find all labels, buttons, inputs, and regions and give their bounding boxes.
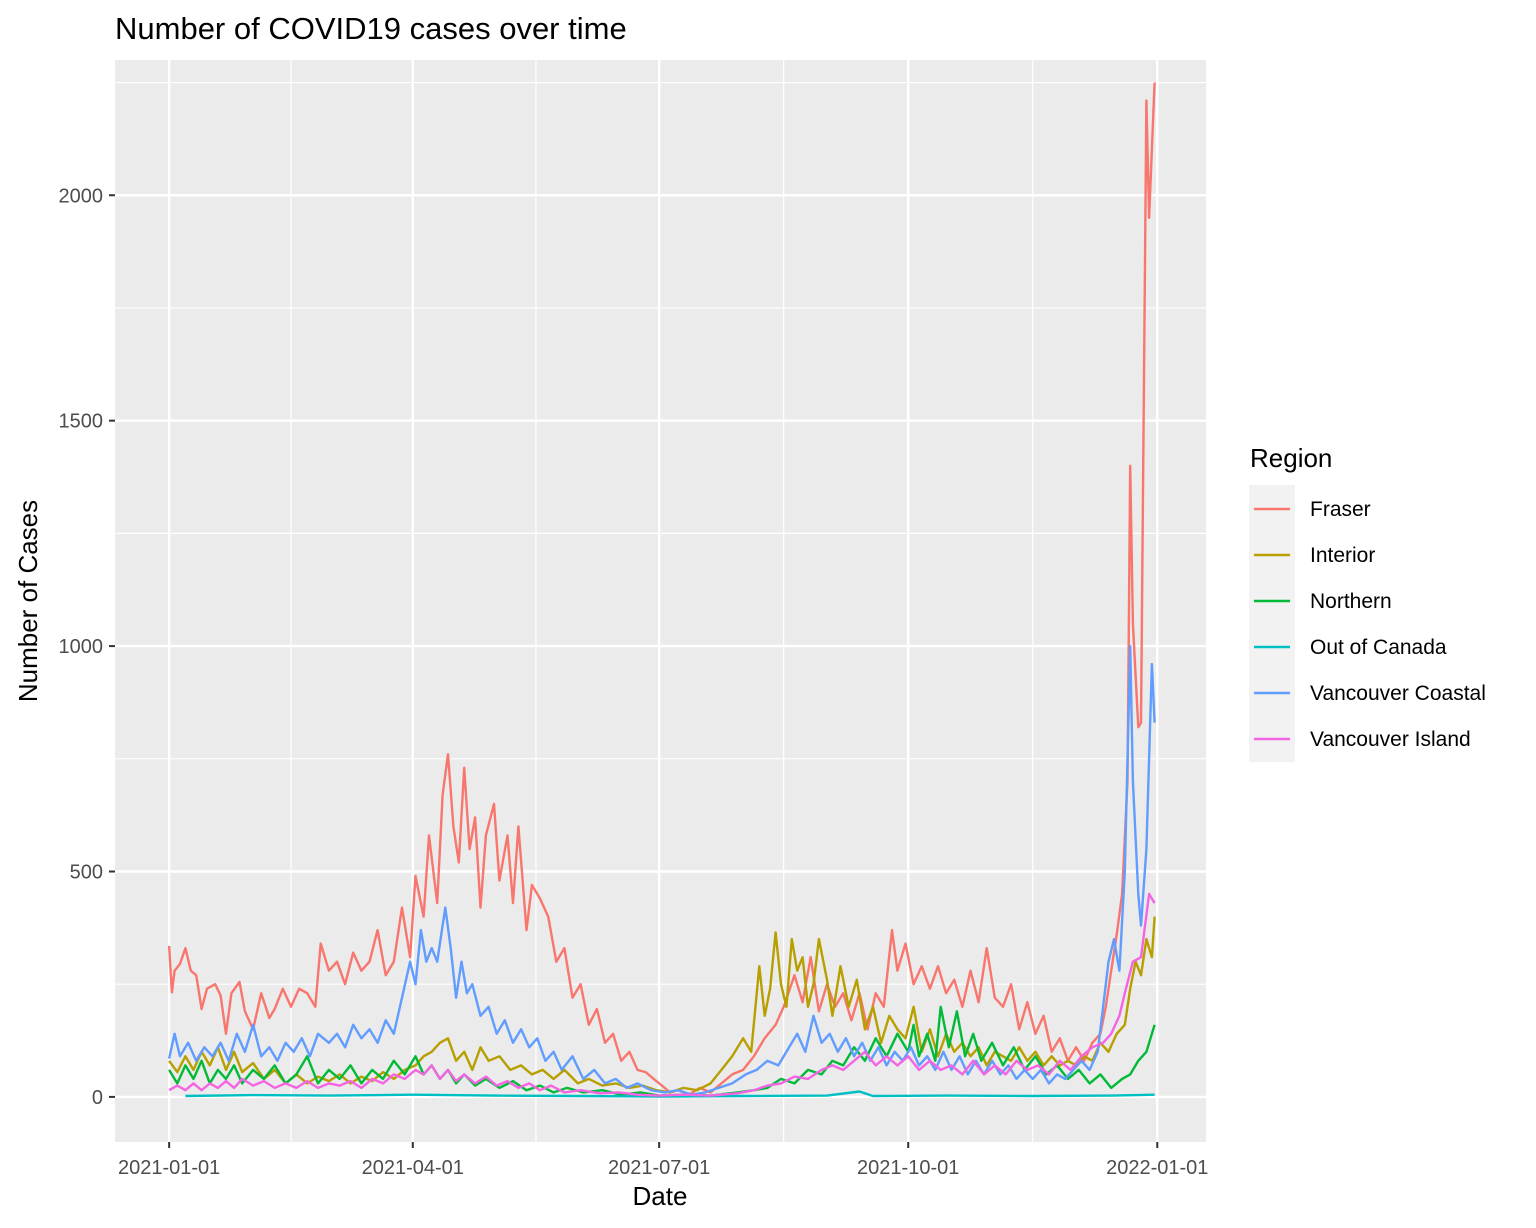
legend-label-interior: Interior [1310,544,1375,567]
x-axis-label: Date [633,1181,688,1211]
x-axis: 2021-01-01 2021-04-01 2021-07-01 2021-10-01… [118,1142,1208,1179]
legend: Region Fraser Interior Northern Out of Cana… [1249,443,1486,762]
x-tick-label: 2021-01-01 [118,1157,220,1179]
series-lines [167,82,1156,1098]
legend-item-northern: Northern [1254,590,1392,613]
legend-item-out-of-canada: Out of Canada [1254,636,1447,659]
legend-item-vancouver-island: Vancouver Island [1254,728,1471,751]
major-gridlines [115,60,1206,1142]
y-axis-label: Number of Cases [13,500,43,702]
legend-title: Region [1250,443,1332,473]
legend-label-northern: Northern [1310,590,1392,613]
legend-label-vancouver-coastal: Vancouver Coastal [1310,682,1486,705]
minor-gridlines [115,60,1206,1142]
legend-item-vancouver-coastal: Vancouver Coastal [1254,682,1486,705]
series-line-vancouver-coastal [167,644,1156,1096]
y-axis: 0 500 1000 1500 2000 [59,185,115,1109]
x-tick-label: 2021-10-01 [857,1157,959,1179]
legend-item-fraser: Fraser [1254,498,1371,521]
y-tick-label: 500 [70,862,103,884]
chart-title: Number of COVID19 cases over time [115,11,627,46]
legend-label-out-of-canada: Out of Canada [1310,636,1447,659]
legend-key-background [1249,485,1295,762]
x-tick-label: 2021-07-01 [608,1157,710,1179]
legend-label-vancouver-island: Vancouver Island [1310,728,1471,751]
series-line-out-of-canada [185,1090,1155,1098]
y-tick-label: 1500 [59,411,104,433]
series-line-fraser [167,82,1156,1096]
y-tick-label: 0 [92,1087,103,1109]
x-tick-label: 2021-04-01 [362,1157,464,1179]
x-tick-label: 2022-01-01 [1106,1157,1208,1179]
plot-panel [115,60,1206,1142]
legend-items: Fraser Interior Northern Out of Canada Vanco… [1254,498,1486,751]
series-line-interior [168,916,1156,1094]
series-line-vancouver-island [168,892,1156,1097]
legend-label-fraser: Fraser [1310,498,1371,521]
legend-item-interior: Interior [1254,544,1375,567]
y-tick-label: 2000 [59,185,104,207]
y-tick-label: 1000 [59,636,104,658]
